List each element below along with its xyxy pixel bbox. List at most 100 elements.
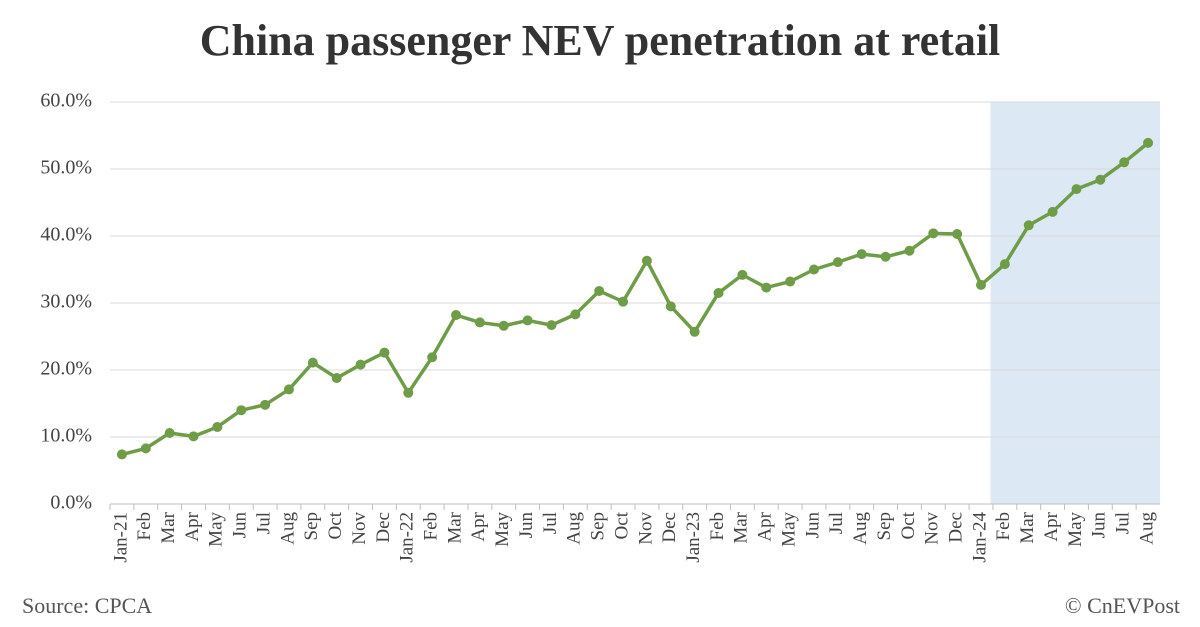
x-tick-label: Dec [946,512,967,543]
x-tick-label: Apr [755,511,776,541]
x-tick-label: Dec [373,512,394,543]
x-tick-label: Jun [1089,512,1110,539]
x-tick-label: Apr [182,511,203,541]
point [1047,206,1058,217]
point [474,317,485,328]
point [689,326,700,337]
point [904,245,915,256]
point [451,310,462,321]
x-tick-label: Sep [588,512,609,541]
x-tick-label: Mar [158,511,179,543]
point [570,309,581,320]
x-tick-label: May [1065,512,1086,547]
point [808,264,819,275]
point [403,387,414,398]
x-tick-label: Mar [731,511,752,543]
point [976,279,987,290]
y-tick-label: 20.0% [40,358,92,380]
point [307,357,318,368]
point [1023,220,1034,231]
x-tick-label: Aug [564,512,585,545]
y-tick-label: 50.0% [40,157,92,179]
point [522,315,533,326]
point [856,249,867,260]
x-tick-label: Aug [850,512,871,545]
x-tick-label: May [206,512,227,547]
x-tick-label: Apr [468,511,489,541]
x-tick-label: Mar [1017,511,1038,543]
point [331,373,342,384]
x-tick-label: Jan-21 [110,512,131,563]
x-tick-label: Nov [349,512,370,545]
x-tick-label: Feb [707,512,728,541]
x-tick-label: Feb [993,512,1014,541]
x-tick-label: Feb [421,512,442,541]
point [236,405,247,416]
y-tick-label: 60.0% [40,90,92,112]
point [260,399,271,410]
point [928,228,939,239]
line [121,141,1150,457]
point [498,320,509,331]
x-tick-label: May [778,512,799,547]
point [140,443,151,454]
x-tick-label: Feb [134,512,155,541]
point [713,287,724,298]
point [188,431,199,442]
x-tick-label: Nov [922,512,943,545]
x-tick-label: Jul [540,512,561,534]
x-tick-label: Dec [659,512,680,543]
point [283,384,294,395]
x-tick-label: Jul [826,512,847,534]
x-tick-label: Jan-24 [969,512,990,563]
credit: © CnEVPost [1065,593,1180,618]
x-tick-label: Oct [325,511,346,539]
point [1119,157,1130,168]
y-tick-label: 30.0% [40,291,92,313]
x-tick-label: Jun [802,512,823,539]
x-tick-label: Jul [253,512,274,534]
point [665,301,676,312]
point [427,352,438,363]
x-tick-label: Mar [444,511,465,543]
source: Source: CPCA [22,593,152,618]
x-tick-label: Aug [1136,512,1157,545]
point [952,228,963,239]
x-tick-label: May [492,512,513,547]
x-tick-label: Jan-23 [683,512,704,563]
point [379,347,390,358]
point [212,421,223,432]
point [1143,137,1154,148]
point [546,320,557,331]
x-tick-label: Sep [301,512,322,541]
x-tick-label: Sep [874,512,895,541]
y-tick-label: 40.0% [40,224,92,246]
point [641,255,652,266]
point [355,359,366,370]
x-tick-label: Oct [611,511,632,539]
point [737,269,748,280]
point [164,427,175,438]
x-tick-label: Oct [898,511,919,539]
x-tick-label: Jan-22 [397,512,418,563]
point [999,259,1010,270]
point [785,276,796,287]
point [1071,184,1082,195]
x-tick-label: Aug [277,512,298,545]
chart-title: China passenger NEV penetration at retai… [200,16,1001,65]
point [594,285,605,296]
point [761,282,772,293]
x-tick-label: Jun [516,512,537,539]
x-tick-label: Apr [1041,511,1062,541]
y-tick-label: 0.0% [50,492,92,514]
x-tick-label: Jun [230,512,251,539]
point [832,257,843,268]
point [1095,174,1106,185]
y-tick-label: 10.0% [40,425,92,447]
x-tick-label: Nov [635,512,656,545]
point [880,251,891,262]
point [618,296,629,307]
x-tick-label: Jul [1113,512,1134,534]
point [116,449,127,460]
